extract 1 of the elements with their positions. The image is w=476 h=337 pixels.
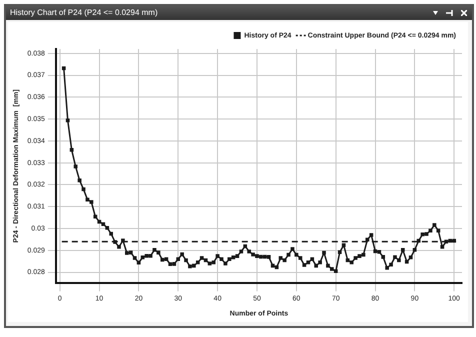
chart-title: History Chart of P24 (P24 <= 0.0294 mm) [10,8,158,17]
